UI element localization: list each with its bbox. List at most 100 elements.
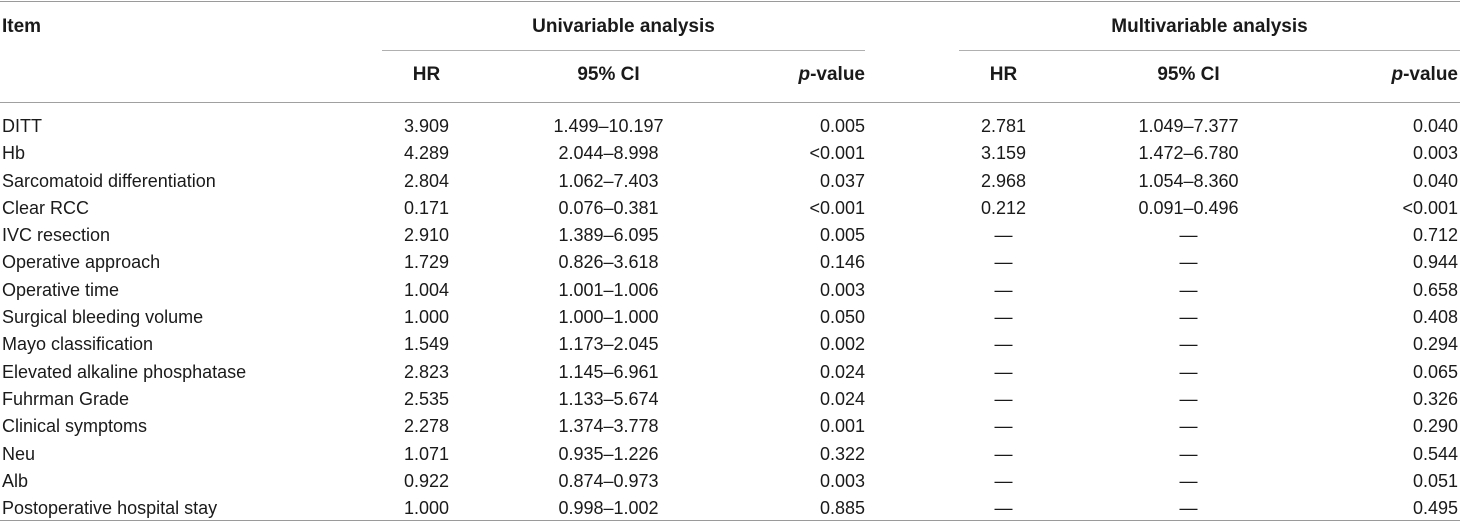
row-item: Elevated alkaline phosphatase — [2, 361, 247, 382]
row-item: Sarcomatoid differentiation — [2, 170, 216, 191]
multi-ci-cell: 1.054–8.360 — [1138, 170, 1239, 191]
uni-pvalue-cell: 0.024 — [819, 361, 865, 382]
p-italic: p — [798, 64, 811, 85]
uni-ci-cell: 1.499–10.197 — [553, 116, 664, 136]
multi-ci-cell: 0.091–0.496 — [1138, 197, 1239, 218]
multi-hr-cell: — — [994, 225, 1013, 246]
uni-pvalue-cell: 0.037 — [819, 170, 865, 191]
multi-hr-cell: — — [994, 470, 1013, 491]
uni-pvalue-cell: 0.146 — [819, 252, 865, 273]
row-item: IVC resection — [2, 225, 111, 246]
multi-ci-cell: — — [1179, 361, 1198, 382]
p-italic: p — [1391, 64, 1404, 85]
table-bottom-rule — [0, 520, 1460, 521]
table-row: Hb 4.289 2.044–8.998 <0.001 3.159 1.472–6.780… — [0, 140, 1460, 167]
row-item: Operative time — [2, 279, 120, 300]
row-item: DITT — [2, 116, 42, 136]
uni-pvalue-cell: 0.003 — [819, 470, 865, 491]
multi-ci-cell: — — [1179, 252, 1198, 273]
multi-pvalue-cell: 0.290 — [1412, 416, 1458, 437]
uni-pvalue-cell: <0.001 — [809, 197, 865, 218]
uni-hr-cell: 2.804 — [403, 170, 450, 191]
uni-hr-cell: 0.171 — [403, 197, 450, 218]
uni-ci-cell: 1.145–6.961 — [558, 361, 659, 382]
multi-pvalue-cell: 0.051 — [1412, 470, 1458, 491]
multi-pvalue-cell: 0.408 — [1412, 307, 1458, 328]
multi-pvalue-cell: 0.294 — [1412, 334, 1458, 355]
multi-hr-cell: — — [994, 279, 1013, 300]
table-row: Operative approach 1.729 0.826–3.618 0.146 —… — [0, 249, 1460, 276]
table-row: Elevated alkaline phosphatase 2.823 1.145–… — [0, 359, 1460, 386]
uni-hr-cell: 1.000 — [403, 498, 450, 519]
uni-pvalue-cell: 0.002 — [819, 334, 865, 355]
uni-hr-cell: 2.278 — [403, 416, 450, 437]
table-row: DITT 3.909 1.499–10.197 0.005 2.781 1.049–7.3… — [0, 113, 1460, 140]
uni-pvalue-cell: 0.001 — [819, 416, 865, 437]
uni-hr-cell: 2.535 — [403, 388, 450, 409]
header-uni-ci: 95% CI — [577, 64, 640, 85]
uni-ci-cell: 1.133–5.674 — [558, 388, 659, 409]
row-item: Alb — [2, 470, 29, 491]
table-row: Surgical bleeding volume 1.000 1.000–1.000… — [0, 304, 1460, 331]
uni-pvalue-cell: 0.050 — [819, 307, 865, 328]
p-suffix: -value — [810, 64, 865, 85]
table-row: Clear RCC 0.171 0.076–0.381 <0.001 0.212 0.09… — [0, 195, 1460, 222]
uni-ci-cell: 0.935–1.226 — [558, 443, 659, 464]
multi-pvalue-cell: 0.040 — [1412, 116, 1458, 136]
uni-ci-cell: 0.076–0.381 — [558, 197, 659, 218]
uni-pvalue-cell: <0.001 — [809, 143, 865, 164]
multi-hr-cell: — — [994, 443, 1013, 464]
uni-ci-cell: 1.374–3.778 — [558, 416, 659, 437]
multi-ci-cell: — — [1179, 470, 1198, 491]
uni-pvalue-cell: 0.005 — [819, 116, 865, 136]
uni-hr-cell: 1.729 — [403, 252, 450, 273]
multi-pvalue-cell: 0.712 — [1412, 225, 1458, 246]
uni-hr-cell: 2.823 — [403, 361, 450, 382]
table-row: Sarcomatoid differentiation 2.804 1.062–7.… — [0, 168, 1460, 195]
multi-hr-cell: — — [994, 252, 1013, 273]
uni-ci-cell: 0.874–0.973 — [558, 470, 659, 491]
uni-hr-cell: 1.549 — [403, 334, 450, 355]
multi-pvalue-cell: 0.065 — [1412, 361, 1458, 382]
multi-pvalue-cell: 0.003 — [1412, 143, 1458, 164]
uni-pvalue-cell: 0.322 — [819, 443, 865, 464]
multi-ci-cell: — — [1179, 334, 1198, 355]
uni-hr-cell: 1.000 — [403, 307, 450, 328]
multi-pvalue-cell: 0.658 — [1412, 279, 1458, 300]
multi-hr-cell: — — [994, 361, 1013, 382]
uni-ci-cell: 1.173–2.045 — [558, 334, 659, 355]
multi-hr-cell: — — [994, 416, 1013, 437]
header-uni-pvalue: p-value — [720, 64, 865, 86]
uni-ci-cell: 1.389–6.095 — [558, 225, 659, 246]
header-multi-hr: HR — [989, 64, 1018, 85]
multi-hr-cell: 2.781 — [980, 116, 1027, 136]
multi-pvalue-cell: 0.040 — [1412, 170, 1458, 191]
row-item: Operative approach — [2, 252, 161, 273]
p-suffix: -value — [1403, 64, 1458, 85]
multi-pvalue-cell: <0.001 — [1402, 197, 1458, 218]
multi-pvalue-cell: 0.495 — [1412, 498, 1458, 519]
multi-pvalue-cell: 0.326 — [1412, 388, 1458, 409]
uni-hr-cell: 0.922 — [403, 470, 450, 491]
multi-pvalue-cell: 0.544 — [1412, 443, 1458, 464]
multi-ci-cell: 1.472–6.780 — [1138, 143, 1239, 164]
header-univariable: Univariable analysis — [532, 16, 715, 37]
multivariable-group-rule — [959, 50, 1460, 51]
multi-hr-cell: 0.212 — [980, 197, 1027, 218]
uni-hr-cell: 3.909 — [403, 116, 450, 136]
multi-ci-cell: — — [1179, 388, 1198, 409]
multi-ci-cell: — — [1179, 498, 1198, 519]
table-row: Neu 1.071 0.935–1.226 0.322 — — 0.544 — [0, 441, 1460, 468]
header-item: Item — [2, 16, 42, 37]
multi-hr-cell: — — [994, 498, 1013, 519]
table-row: Operative time 1.004 1.001–1.006 0.003 — — 0.6… — [0, 277, 1460, 304]
multi-hr-cell: — — [994, 334, 1013, 355]
multi-ci-cell: — — [1179, 416, 1198, 437]
uni-pvalue-cell: 0.885 — [819, 498, 865, 519]
multi-ci-cell: 1.049–7.377 — [1138, 116, 1239, 136]
table-row: Alb 0.922 0.874–0.973 0.003 — — 0.051 — [0, 468, 1460, 495]
uni-ci-cell: 0.826–3.618 — [558, 252, 659, 273]
multi-hr-cell: 2.968 — [980, 170, 1027, 191]
table-row: Fuhrman Grade 2.535 1.133–5.674 0.024 — — 0.32… — [0, 386, 1460, 413]
